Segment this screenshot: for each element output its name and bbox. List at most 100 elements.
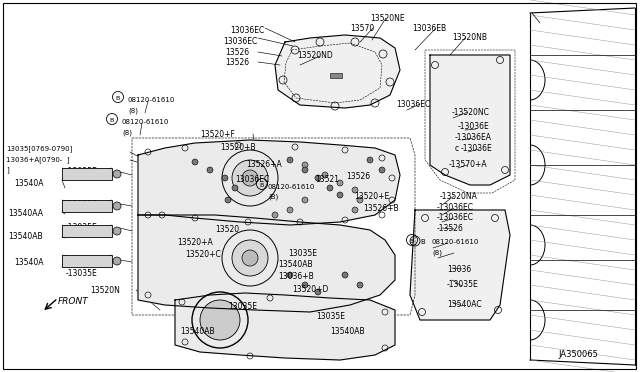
Circle shape <box>113 227 121 235</box>
Circle shape <box>242 250 258 266</box>
Text: 13540AC: 13540AC <box>447 300 482 309</box>
Circle shape <box>357 197 363 203</box>
Circle shape <box>113 170 121 178</box>
Text: B: B <box>116 96 120 101</box>
Text: 08120-61610: 08120-61610 <box>268 184 316 190</box>
Text: 13521: 13521 <box>315 175 339 184</box>
Text: 13540A: 13540A <box>14 179 44 188</box>
Bar <box>62 200 112 212</box>
Circle shape <box>302 282 308 288</box>
Text: 13540AB: 13540AB <box>278 260 312 269</box>
Text: 08120-61610: 08120-61610 <box>432 239 479 245</box>
Circle shape <box>322 172 328 178</box>
Text: -13570+A: -13570+A <box>449 160 488 169</box>
Text: 13526: 13526 <box>225 58 249 67</box>
Ellipse shape <box>463 107 481 129</box>
Text: (8): (8) <box>432 250 442 257</box>
Polygon shape <box>138 215 395 312</box>
Text: 13520N: 13520N <box>90 286 120 295</box>
Text: -13036EC: -13036EC <box>437 213 474 222</box>
Text: FRONT: FRONT <box>58 297 89 306</box>
Bar <box>62 168 112 180</box>
Text: 13035[0769-0790]: 13035[0769-0790] <box>6 145 72 152</box>
Circle shape <box>200 300 240 340</box>
Bar <box>330 73 342 78</box>
Text: (8): (8) <box>128 108 138 115</box>
Circle shape <box>232 185 238 191</box>
Text: -13035E: -13035E <box>66 223 98 232</box>
Circle shape <box>357 282 363 288</box>
Text: 13036EC: 13036EC <box>223 37 257 46</box>
Circle shape <box>352 187 358 193</box>
Bar <box>62 225 112 237</box>
Text: -13520NA: -13520NA <box>440 192 478 201</box>
Ellipse shape <box>450 250 466 270</box>
Polygon shape <box>430 55 510 185</box>
Text: B: B <box>110 118 114 123</box>
Text: JA350065: JA350065 <box>558 350 598 359</box>
Bar <box>62 255 112 267</box>
Polygon shape <box>275 35 400 108</box>
Circle shape <box>315 175 321 181</box>
Polygon shape <box>138 140 400 225</box>
Circle shape <box>315 289 321 295</box>
Circle shape <box>192 159 198 165</box>
Text: B: B <box>260 183 264 188</box>
Circle shape <box>232 240 268 276</box>
Text: 13036+A[0790-  ]: 13036+A[0790- ] <box>6 156 70 163</box>
Text: 13540AB: 13540AB <box>180 327 214 336</box>
Text: 13540AB: 13540AB <box>330 327 365 336</box>
Text: -13520NC: -13520NC <box>452 108 490 117</box>
Text: 08120-61610: 08120-61610 <box>122 119 170 125</box>
Text: (B): (B) <box>268 194 278 201</box>
Text: 13036EB: 13036EB <box>412 24 446 33</box>
Text: ]: ] <box>6 166 9 173</box>
Circle shape <box>242 170 258 186</box>
Circle shape <box>272 212 278 218</box>
Circle shape <box>327 185 333 191</box>
Text: 13520ND: 13520ND <box>297 51 333 60</box>
Text: B: B <box>410 239 414 244</box>
Text: 13035E: 13035E <box>316 312 345 321</box>
Text: 13540AB: 13540AB <box>8 232 43 241</box>
Circle shape <box>207 167 213 173</box>
Circle shape <box>287 207 293 213</box>
Text: 13520: 13520 <box>215 225 239 234</box>
Circle shape <box>232 160 268 196</box>
Text: 13520+E: 13520+E <box>354 192 389 201</box>
Text: 13526+B: 13526+B <box>363 204 399 213</box>
Text: -13035E: -13035E <box>66 167 98 176</box>
Text: 13526+A: 13526+A <box>246 160 282 169</box>
Text: -13036EC: -13036EC <box>437 203 474 212</box>
Text: 13520NE: 13520NE <box>370 14 404 23</box>
Text: 13540A: 13540A <box>14 258 44 267</box>
Circle shape <box>113 202 121 210</box>
Text: 13036EC: 13036EC <box>396 100 430 109</box>
Text: -13035E: -13035E <box>66 269 98 278</box>
Text: (8): (8) <box>122 130 132 137</box>
Circle shape <box>337 180 343 186</box>
Text: 13520+D: 13520+D <box>292 285 328 294</box>
Text: 13036EC: 13036EC <box>230 26 264 35</box>
Text: 13526: 13526 <box>225 48 249 57</box>
Circle shape <box>367 157 373 163</box>
Text: 13520+A: 13520+A <box>177 238 212 247</box>
Text: 13526: 13526 <box>346 172 370 181</box>
Polygon shape <box>175 293 395 360</box>
Circle shape <box>225 197 231 203</box>
Circle shape <box>302 162 308 168</box>
Text: 13035E: 13035E <box>288 249 317 258</box>
Text: B: B <box>420 239 425 245</box>
Circle shape <box>302 167 308 173</box>
Text: 13520+B: 13520+B <box>220 143 255 152</box>
Ellipse shape <box>326 58 344 82</box>
Text: 13520NB: 13520NB <box>452 33 487 42</box>
Text: c: c <box>455 144 459 153</box>
Circle shape <box>287 157 293 163</box>
Circle shape <box>287 272 293 278</box>
Circle shape <box>113 257 121 265</box>
Polygon shape <box>410 210 510 320</box>
Circle shape <box>337 192 343 198</box>
Circle shape <box>342 272 348 278</box>
Text: -13036EA: -13036EA <box>455 133 492 142</box>
